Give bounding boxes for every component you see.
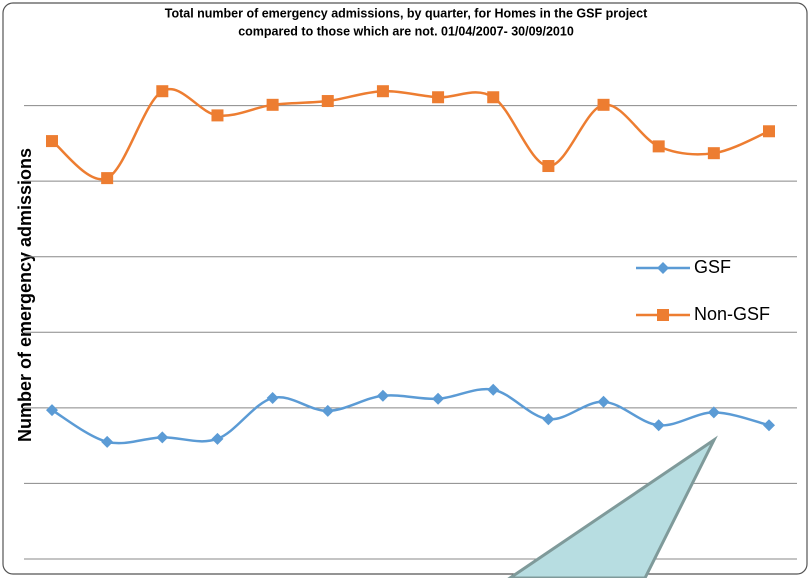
y-axis-label: Number of emergency admissions: [15, 148, 35, 442]
marker: [266, 98, 279, 111]
marker: [101, 172, 114, 185]
plot: GSF Non-GSF: [24, 85, 797, 560]
marker: [321, 95, 334, 108]
marker: [707, 406, 720, 419]
legend-label: Non-GSF: [694, 304, 770, 324]
marker: [321, 404, 334, 417]
marker: [763, 419, 775, 432]
marker: [46, 404, 58, 417]
chart-subtitle: compared to those which are not. 01/04/2…: [238, 24, 574, 38]
callout: [507, 435, 718, 578]
marker: [156, 85, 169, 98]
marker: [156, 431, 169, 444]
marker: [101, 435, 114, 448]
legend-label: GSF: [694, 257, 731, 277]
marker: [542, 413, 555, 426]
marker: [487, 383, 500, 396]
marker: [597, 395, 610, 408]
marker: [763, 125, 775, 138]
marker: [652, 419, 665, 432]
marker: [46, 135, 58, 148]
marker: [542, 160, 555, 173]
marker: [487, 91, 500, 104]
marker: [266, 392, 279, 405]
marker: [211, 432, 224, 445]
marker: [211, 109, 224, 122]
marker: [707, 147, 720, 160]
chart-title: Total number of emergency admissions, by…: [165, 6, 648, 20]
marker: [376, 85, 389, 98]
marker: [432, 91, 445, 104]
marker: [376, 389, 389, 402]
marker: [652, 140, 665, 153]
marker: [432, 392, 445, 405]
legend-marker: [657, 262, 669, 274]
marker: [597, 98, 610, 111]
legend-marker: [657, 309, 669, 321]
